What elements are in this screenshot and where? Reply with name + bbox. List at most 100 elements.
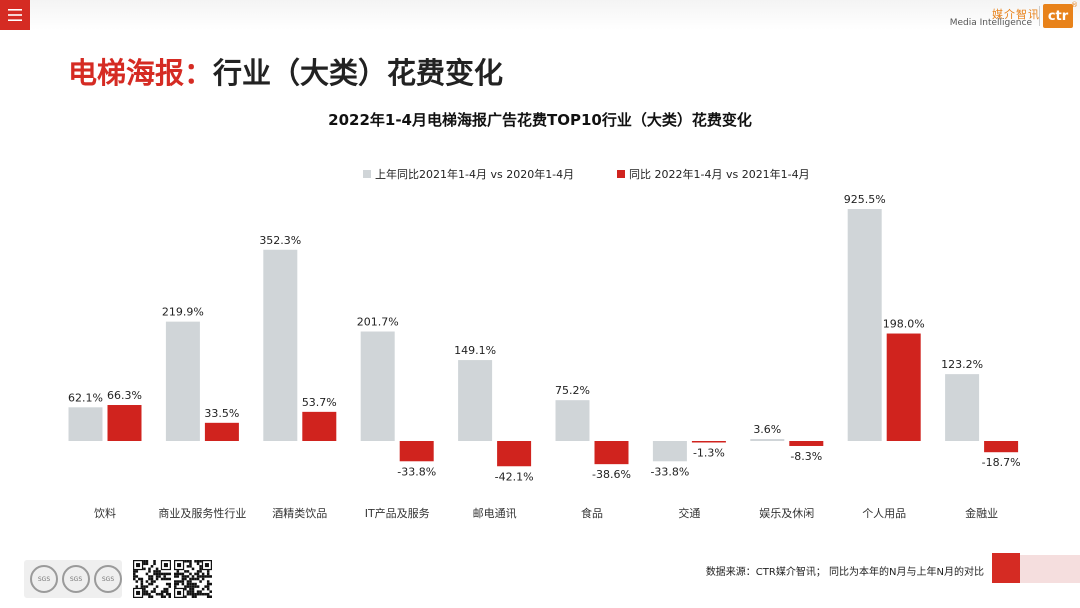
- bar-prior-year: [555, 400, 590, 441]
- qr-module: [133, 577, 136, 581]
- bar-prior-year: [847, 209, 882, 441]
- qr-module: [155, 572, 159, 576]
- qr-module: [186, 592, 190, 596]
- qr-finder: [133, 560, 144, 571]
- bar-prior-year: [652, 441, 687, 462]
- qr-module: [201, 575, 205, 578]
- qr-module: [186, 570, 190, 573]
- qr-module: [168, 585, 171, 588]
- qr-module: [143, 592, 146, 596]
- qr-module: [160, 590, 164, 593]
- qr-module: [184, 587, 187, 591]
- qr-module: [201, 577, 205, 581]
- bar-current-year: [691, 441, 726, 443]
- qr-module: [165, 572, 169, 576]
- slide-headline: 电梯海报：行业（大类）花费变化: [68, 50, 503, 92]
- qr-module: [196, 577, 200, 581]
- qr-module: [191, 575, 195, 578]
- qr-module: [209, 582, 212, 586]
- bar-prior-year: [750, 439, 785, 441]
- bar-prior-year: [945, 374, 980, 441]
- data-source-footnote: 数据来源：CTR媒介智讯； 同比为本年的N月与上年N月的对比: [705, 567, 984, 578]
- qr-module: [145, 585, 149, 588]
- qr-module: [191, 595, 195, 598]
- qr-module: [191, 585, 195, 588]
- sgs-badge-icon: SGS: [62, 565, 90, 593]
- qr-module: [181, 572, 185, 576]
- qr-module: [186, 575, 190, 578]
- legend-swatch-prior-year: [363, 170, 371, 178]
- qr-module: [143, 590, 146, 593]
- footer-accent-band: [1020, 555, 1080, 583]
- qr-module: [153, 590, 156, 593]
- qr-module: [143, 587, 146, 591]
- qr-module: [189, 585, 192, 588]
- value-label-current-year: -42.1%: [495, 470, 534, 483]
- qr-module: [145, 580, 149, 583]
- qr-module: [196, 572, 200, 576]
- qr-module: [206, 570, 210, 573]
- qr-module: [186, 580, 190, 583]
- qr-module: [155, 585, 159, 588]
- qr-module: [201, 572, 205, 576]
- bar-current-year: [107, 405, 142, 441]
- qr-module: [143, 585, 146, 588]
- qr-module: [145, 562, 149, 566]
- qr-module: [196, 585, 200, 588]
- qr-module: [135, 570, 139, 573]
- qr-module: [150, 582, 154, 586]
- brand-separator: [1039, 6, 1040, 26]
- qr-module: [186, 582, 190, 586]
- value-label-current-year: 198.0%: [883, 318, 925, 331]
- qr-module: [199, 592, 202, 596]
- qr-module: [189, 590, 192, 593]
- qr-module: [158, 575, 161, 578]
- qr-module: [186, 560, 190, 563]
- qr-module: [209, 575, 212, 578]
- qr-module: [148, 595, 151, 598]
- qr-module: [155, 577, 159, 581]
- qr-module: [176, 580, 180, 583]
- brand-english-name: Media Intelligence: [949, 18, 1032, 28]
- value-label-prior-year: 62.1%: [68, 391, 103, 404]
- menu-button[interactable]: [0, 0, 30, 30]
- qr-finder: [201, 560, 212, 571]
- qr-module: [163, 595, 166, 598]
- qr-module: [150, 575, 154, 578]
- qr-module: [160, 577, 164, 581]
- qr-module: [204, 592, 207, 596]
- qr-module: [206, 587, 210, 591]
- qr-module: [199, 575, 202, 578]
- qr-module: [168, 592, 171, 596]
- qr-module: [143, 562, 146, 566]
- qr-module: [191, 592, 195, 596]
- qr-module: [184, 577, 187, 581]
- top-bar-background: [0, 0, 1080, 30]
- qr-module: [176, 582, 180, 586]
- qr-module: [194, 560, 197, 563]
- qr-module: [196, 562, 200, 566]
- qr-module: [206, 582, 210, 586]
- qr-module: [133, 572, 136, 576]
- qr-module: [191, 582, 195, 586]
- qr-module: [150, 580, 154, 583]
- value-label-prior-year: 149.1%: [454, 344, 496, 357]
- qr-module: [163, 590, 166, 593]
- qr-finder-center: [177, 590, 182, 595]
- top-bar: 媒介智讯 Media Intelligence ctr ®: [0, 0, 1080, 30]
- hamburger-icon: [8, 9, 22, 21]
- qr-finder-center: [204, 563, 209, 568]
- qr-module: [179, 580, 182, 583]
- qr-module: [165, 577, 169, 581]
- qr-module: [194, 577, 197, 581]
- qr-module: [163, 577, 166, 581]
- qr-module: [150, 577, 154, 581]
- qr-module: [155, 570, 159, 573]
- qr-module: [181, 577, 185, 581]
- qr-module: [204, 585, 207, 588]
- qr-module: [160, 595, 164, 598]
- qr-module: [158, 572, 161, 576]
- qr-module: [155, 592, 159, 596]
- qr-module: [158, 570, 161, 573]
